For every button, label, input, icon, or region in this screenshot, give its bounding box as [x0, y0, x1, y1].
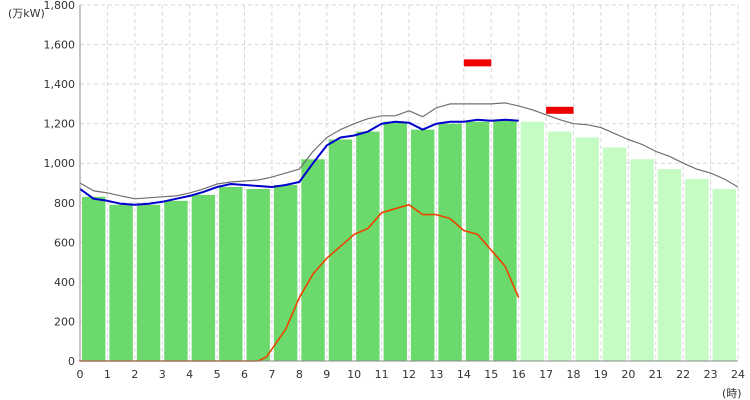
- forecast-bar: [712, 188, 736, 361]
- y-tick-label: 1,800: [44, 0, 76, 12]
- forecast-bar: [685, 179, 709, 361]
- x-tick-label: 9: [323, 368, 330, 381]
- x-tick-label: 20: [621, 368, 635, 381]
- lines: [79, 102, 739, 362]
- x-tick-label: 5: [214, 368, 221, 381]
- x-tick-label: 0: [77, 368, 84, 381]
- actual-bar: [438, 123, 462, 362]
- actual-bar: [109, 204, 133, 361]
- y-tick-label: 1,200: [44, 118, 76, 131]
- y-tick-label: 1,000: [44, 157, 76, 170]
- x-tick-label: 6: [241, 368, 248, 381]
- forecast-bar: [657, 169, 682, 361]
- actual-bar: [219, 186, 243, 361]
- x-tick-label: 15: [484, 368, 498, 381]
- y-tick-label: 600: [54, 236, 75, 249]
- actual-bar: [273, 184, 298, 361]
- x-axis-unit: (時): [722, 387, 742, 400]
- actual-bar: [328, 139, 353, 361]
- forecast-demand-line: [79, 102, 739, 200]
- x-tick-label: 13: [429, 368, 443, 381]
- axes: 0 200 400 600 800 1,000 1,200 1,400 1,600 1,800 0 1…: [44, 0, 746, 381]
- x-tick-label: 23: [704, 368, 718, 381]
- y-tick-label: 800: [54, 197, 75, 210]
- grid: [80, 4, 739, 361]
- x-tick-label: 24: [731, 368, 745, 381]
- x-tick-label: 3: [159, 368, 166, 381]
- actual-bar: [383, 121, 407, 361]
- x-tick-label: 8: [296, 368, 303, 381]
- y-axis-unit: (万kW): [8, 7, 45, 20]
- y-tick-label: 1,600: [44, 39, 76, 52]
- x-tick-label: 16: [512, 368, 526, 381]
- actual-bar: [301, 159, 325, 361]
- actual-bar: [411, 129, 435, 361]
- x-tick-label: 12: [402, 368, 416, 381]
- actual-bar: [82, 196, 106, 361]
- x-tick-label: 22: [676, 368, 690, 381]
- actual-bar: [164, 200, 188, 361]
- x-tick-label: 21: [649, 368, 663, 381]
- forecast-bar: [548, 131, 572, 361]
- solar-output-line: [79, 204, 520, 362]
- x-tick-label: 2: [131, 368, 138, 381]
- actual-demand-line: [79, 118, 519, 206]
- forecast-bar: [602, 147, 627, 361]
- forecast-bar: [575, 137, 599, 361]
- y-tick-label: 0: [68, 355, 75, 368]
- x-tick-label: 10: [347, 368, 361, 381]
- actual-bar: [246, 188, 270, 361]
- peak-marker: [463, 59, 492, 67]
- x-tick-label: 11: [375, 368, 389, 381]
- y-tick-label: 1,400: [44, 78, 76, 91]
- bars: [82, 119, 736, 362]
- x-tick-label: 18: [567, 368, 581, 381]
- forecast-bar: [630, 159, 654, 361]
- actual-bar: [136, 204, 161, 361]
- x-tick-label: 4: [186, 368, 193, 381]
- forecast-bar: [520, 121, 545, 361]
- actual-bar: [191, 194, 216, 361]
- actual-bar: [356, 131, 380, 361]
- actual-bar: [493, 119, 517, 361]
- x-tick-label: 14: [457, 368, 471, 381]
- x-tick-label: 19: [594, 368, 608, 381]
- x-tick-label: 7: [268, 368, 275, 381]
- x-tick-label: 1: [104, 368, 111, 381]
- actual-bar: [465, 121, 490, 361]
- x-tick-label: 17: [539, 368, 553, 381]
- y-tick-label: 200: [54, 315, 75, 328]
- peak-markers: [463, 59, 574, 114]
- y-tick-label: 400: [54, 276, 75, 289]
- peak-marker: [546, 106, 574, 114]
